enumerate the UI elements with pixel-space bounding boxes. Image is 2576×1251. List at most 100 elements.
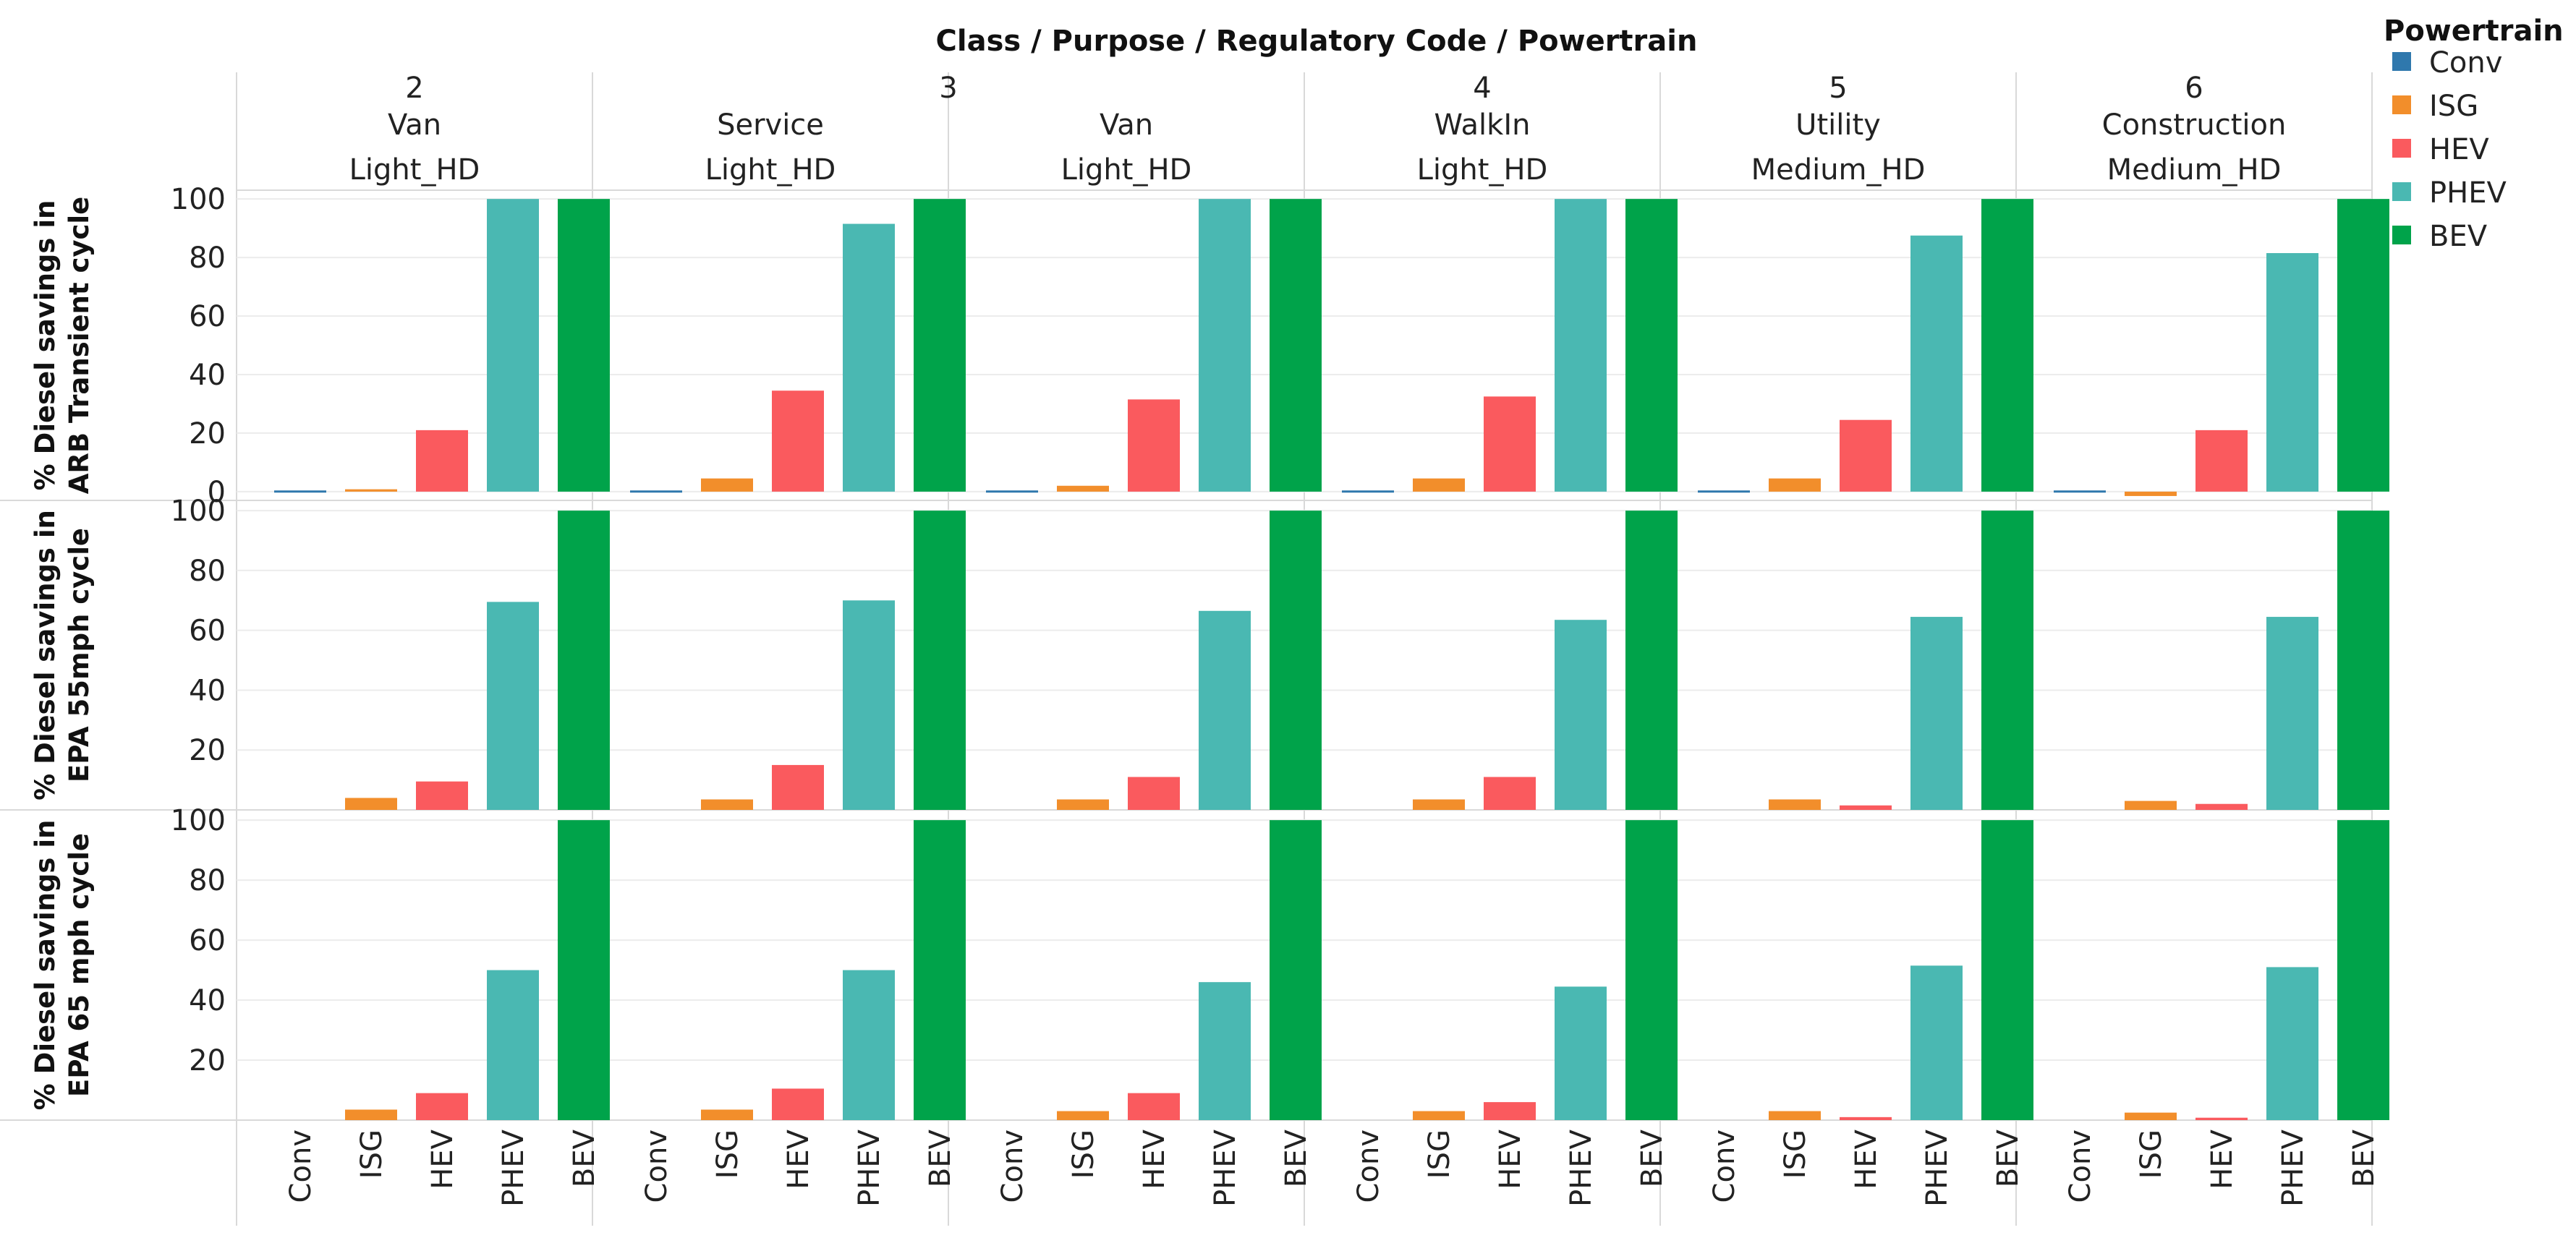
legend-label: PHEV [2429,176,2507,210]
bar-phev [843,600,895,810]
bar-bev [1981,820,2033,1120]
y-tick-label: 60 [189,300,226,333]
legend-swatch-conv [2392,52,2411,71]
bar-phev [1910,235,1963,492]
legend-swatch-bev [2392,226,2411,244]
bar-isg [1769,478,1821,492]
bar-hev [772,1088,824,1120]
y-tick-label: 80 [189,242,226,275]
x-tick-label: BEV [1636,1129,1669,1187]
bar-phev [843,223,895,492]
bar-hev [1128,777,1180,810]
chart-title: Class / Purpose / Regulatory Code / Powe… [936,25,1698,58]
bar-phev [1910,617,1963,810]
bar-bev [558,199,610,492]
legend-label: ISG [2429,90,2478,123]
bar-bev [558,511,610,810]
bar-phev [2266,967,2318,1120]
bar-bev [2337,511,2389,810]
bar-isg [701,478,753,492]
bar-hev [1840,1116,1892,1120]
y-tick-label: 20 [189,1044,226,1077]
bar-conv [1698,490,1750,493]
bar-isg [345,1109,397,1120]
bar-bev [1625,820,1678,1120]
bar-hev [1128,399,1180,492]
x-tick-label: BEV [568,1129,601,1187]
x-tick-label: HEV [1850,1129,1883,1189]
regulatory-code-header-label: Light_HD [349,153,480,187]
bar-bev [914,820,966,1120]
bar-bev [1981,511,2033,810]
regulatory-code-header-label: Light_HD [705,153,836,187]
bar-phev [487,602,539,810]
x-tick-label: PHEV [853,1129,886,1206]
y-tick-label: 60 [189,615,226,648]
bar-isg [1413,1111,1465,1120]
legend-label: Conv [2429,46,2502,80]
x-tick-label: PHEV [2277,1129,2310,1206]
legend-title: Powertrain [2384,14,2564,48]
y-tick-label: 60 [189,924,226,957]
bar-isg [1413,478,1465,492]
bar-phev [1199,610,1251,810]
bar-isg [345,798,397,810]
purpose-header-label: WalkIn [1434,108,1531,142]
bar-isg [345,489,397,492]
x-tick-label: HEV [1494,1129,1527,1189]
bar-bev [1270,511,1322,810]
bar-hev [1484,777,1536,810]
x-tick-label: ISG [1067,1130,1100,1179]
x-tick-label: PHEV [1565,1129,1598,1206]
bar-conv [630,490,682,493]
bar-bev [1625,199,1678,492]
y-tick-label: 80 [189,864,226,897]
bar-isg [2125,800,2177,810]
bar-isg [1769,1111,1821,1120]
bar-isg [701,799,753,810]
bar-isg [1057,1111,1109,1120]
bar-bev [2337,820,2389,1120]
regulatory-code-header-label: Light_HD [1061,153,1192,187]
row-label-line: EPA 65 mph cycle [64,833,95,1097]
bar-conv [1342,490,1394,493]
x-tick-label: BEV [2347,1129,2381,1187]
regulatory-code-header-label: Medium_HD [2107,153,2282,187]
x-tick-label: HEV [1138,1129,1171,1189]
bar-isg [701,1109,753,1120]
bar-phev [1555,199,1607,492]
x-tick-label: ISG [711,1130,744,1179]
x-tick-label: ISG [1423,1130,1456,1179]
bar-isg [1769,799,1821,810]
bar-hev [772,764,824,810]
purpose-header-label: Service [717,108,824,142]
bar-bev [1270,199,1322,492]
row-label-line: EPA 55mph cycle [64,528,95,782]
bar-phev [1199,982,1251,1120]
y-tick-label: 40 [189,359,226,392]
x-tick-label: ISG [2135,1130,2168,1179]
bar-isg [1057,799,1109,810]
x-tick-label: Conv [640,1130,673,1203]
bar-bev [914,511,966,810]
bar-phev [1555,620,1607,810]
purpose-header-label: Van [388,108,441,142]
x-tick-label: ISG [1779,1130,1812,1179]
legend-label: BEV [2429,220,2488,253]
y-tick-label: 40 [189,984,226,1017]
bar-phev [2266,617,2318,810]
legend-swatch-hev [2392,139,2411,158]
bar-hev [416,430,468,492]
class-header-label: 6 [2185,72,2203,105]
bar-hev [2195,1117,2248,1120]
class-header-label: 5 [1829,72,1847,105]
bar-phev [2266,253,2318,492]
x-tick-label: Conv [1708,1130,1741,1203]
x-tick-label: HEV [782,1129,815,1189]
x-tick-label: Conv [284,1130,318,1203]
purpose-header-label: Construction [2102,108,2287,142]
bar-phev [843,970,895,1120]
bar-hev [2195,803,2248,810]
